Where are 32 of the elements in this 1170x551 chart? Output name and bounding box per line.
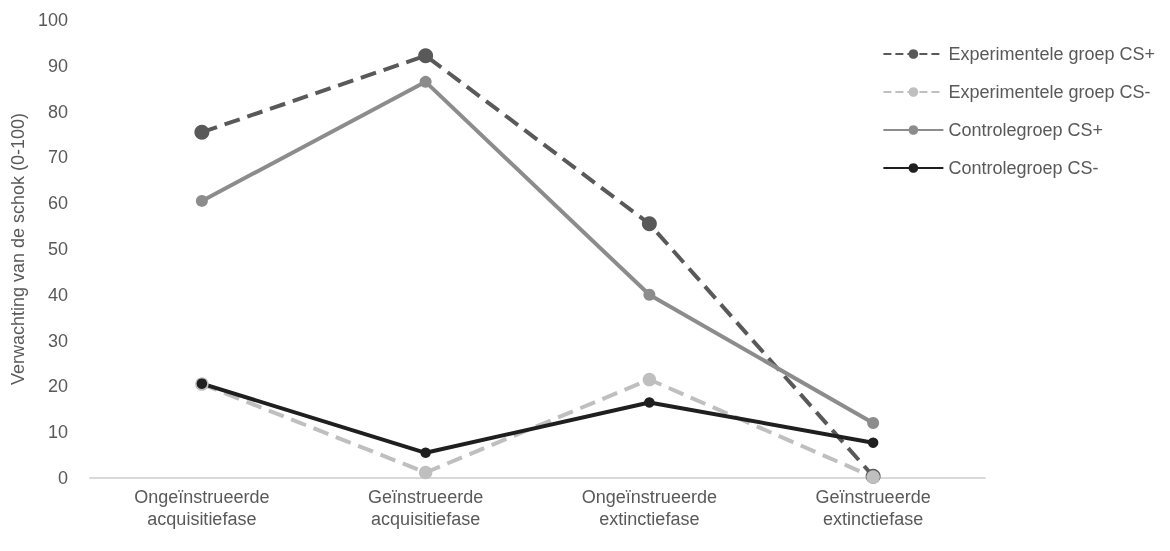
- legend-label: Experimentele groep CS-: [948, 82, 1151, 102]
- legend-label: Controlegroep CS-: [948, 158, 1099, 178]
- point: [418, 465, 433, 480]
- x-tick-label: Ongeïnstrueerde extinctiefase: [581, 487, 717, 529]
- point: [418, 48, 434, 64]
- point: [195, 194, 208, 207]
- y-tick-label: 90: [47, 55, 68, 76]
- point: [641, 216, 657, 232]
- point: [867, 437, 879, 448]
- x-tick-label: Geïnstrueerde acquisitiefase: [368, 487, 484, 529]
- y-tick-label: 40: [47, 284, 68, 305]
- y-tick-label: 30: [47, 330, 68, 351]
- y-tick-label: 20: [47, 376, 68, 397]
- y-axis-title: Verwachting van de schok (0-100): [8, 112, 29, 386]
- y-tick-label: 70: [47, 147, 68, 168]
- point: [642, 372, 657, 387]
- x-tick-label: Geïnstrueerde extinctiefase: [815, 487, 931, 529]
- y-tick-label: 0: [57, 468, 68, 488]
- point: [867, 417, 880, 430]
- x-tick-label: Ongeïnstrueerde acquisitiefase: [134, 487, 270, 529]
- y-tick-label: 10: [47, 422, 68, 443]
- y-tick-label: 80: [47, 101, 68, 122]
- point: [643, 288, 656, 301]
- point: [194, 124, 210, 140]
- legend-label: Experimentele groep CS+: [948, 44, 1156, 64]
- point: [644, 397, 655, 408]
- legend-label: Controlegroep CS+: [948, 120, 1103, 140]
- point: [420, 447, 431, 459]
- y-tick-label: 100: [37, 10, 68, 30]
- point: [419, 75, 432, 88]
- y-tick-label: 60: [47, 193, 68, 214]
- y-tick-label: 50: [47, 239, 68, 259]
